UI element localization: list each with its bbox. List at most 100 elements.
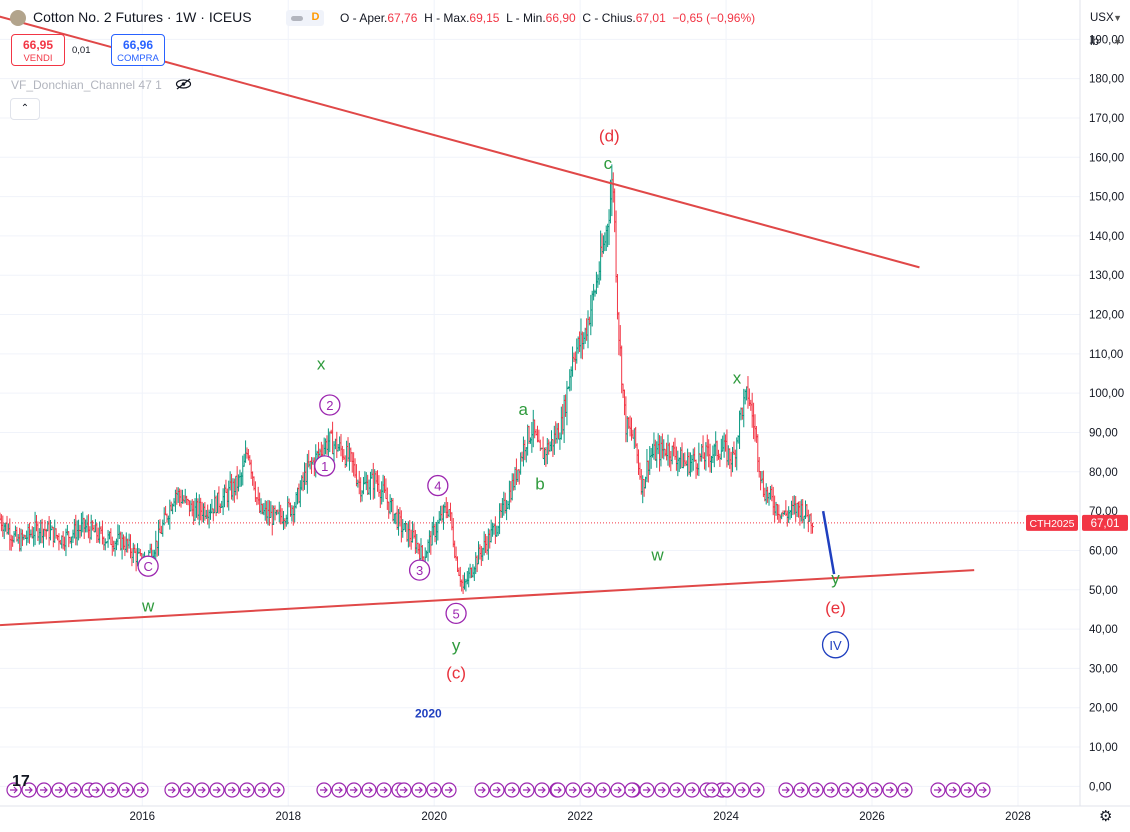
open-label: O - Aper. [340,11,388,25]
symbol-title[interactable]: Cotton No. 2 Futures · 1W · ICEUS [33,9,252,25]
settings-gear-icon[interactable]: ⚙ [1099,808,1113,825]
y-tick-label: 10,00 [1089,742,1118,754]
y-tick-label: 110,00 [1089,349,1123,361]
wave-circle [427,474,449,497]
wave-label: 4 [434,479,441,494]
open-value: 67,76 [387,11,418,25]
sell-price: 66,95 [22,38,54,52]
last-price-tag: CTH2025 67,01 [1026,514,1128,531]
wave-label: y [452,636,461,655]
wave-label: C [143,559,152,574]
event-arrow-icon [228,786,236,794]
x-tick-label: 2028 [1005,811,1031,823]
event-arrow-icon [856,786,864,794]
y-tick-label: 170,00 [1089,113,1124,125]
x-tick-label: 2018 [275,811,301,823]
event-arrow-icon [901,786,909,794]
wave-label: x [317,355,326,374]
tradingview-logo-icon[interactable]: 17 [12,773,30,790]
event-arrow-icon [70,786,78,794]
wave-label: 5 [452,606,459,621]
visibility-toggle[interactable]: D [286,10,324,26]
event-arrow-icon [493,786,501,794]
event-arrow-icon [430,786,438,794]
y-tick-label: 120,00 [1089,310,1124,322]
y-tick-label: 190,00 [1089,34,1124,46]
trendline [0,569,975,627]
event-arrow-icon [122,786,130,794]
event-arrow-icon [569,786,577,794]
trendlines [0,15,975,627]
event-arrow-icon [753,786,761,794]
wave-label: IV [829,638,842,653]
event-arrow-icon [380,786,388,794]
unit-value: lb [1090,36,1099,48]
event-arrow-icon [10,786,18,794]
y-tick-label: 20,00 [1089,703,1118,715]
event-arrow-icon [350,786,358,794]
hidden-eye-icon[interactable] [175,78,192,90]
x-tick-label: 2022 [567,811,593,823]
indicator-name[interactable]: VF_Donchian_Channel 47 1 [11,78,162,92]
y-tick-label: 30,00 [1089,663,1118,675]
wave-circle [137,555,159,577]
event-arrow-icon [213,786,221,794]
event-arrow-icon [797,786,805,794]
event-arrow-icon [964,786,972,794]
event-arrow-icon [886,786,894,794]
y-tick-label: 80,00 [1089,467,1118,479]
event-arrow-icon [40,786,48,794]
y-tick-label: 150,00 [1089,192,1124,204]
event-arrow-icon [949,786,957,794]
chevron-down-icon: ▼ [1113,13,1122,23]
last-price-box [1082,514,1128,531]
high-value: 69,15 [469,11,500,25]
event-arrow-icon [688,786,696,794]
wave-label: 2020 [415,707,442,721]
eye-icon[interactable] [291,16,303,21]
x-tick-label: 2024 [713,811,739,823]
event-arrow-icon [871,786,879,794]
event-arrow-icon [92,786,100,794]
y-tick-label: 40,00 [1089,624,1118,636]
event-arrow-icon [658,786,666,794]
wave-label: b [535,475,544,494]
currency-selector[interactable]: USX ▼ [1084,7,1128,29]
event-arrow-icon [708,786,716,794]
low-label: L - Min. [506,11,546,25]
y-tick-label: 180,00 [1089,74,1124,86]
event-arrow-icon [523,786,531,794]
wave-label: c [604,154,613,173]
sell-button[interactable]: 66,95 VENDI [11,34,65,66]
event-arrow-icon [198,786,206,794]
wave-label: y [831,569,840,588]
chart-grid [0,0,1080,806]
delayed-data-badge[interactable]: D [311,11,320,23]
event-arrow-icon [320,786,328,794]
collapse-chevron-icon[interactable]: ⌃ [10,98,40,120]
wave-circle [314,455,336,477]
close-value: 67,01 [635,11,666,25]
event-arrow-icon [842,786,850,794]
wave-circle [408,559,431,581]
x-tick-label: 2016 [130,811,156,823]
unit-selector[interactable]: lb ▼ [1084,31,1128,53]
symbol-tag [1026,514,1078,531]
y-tick-label: 90,00 [1089,427,1118,439]
event-arrow-icon [273,786,281,794]
wave-label: 1 [321,459,328,474]
sell-label: VENDI [23,53,53,64]
x-axis: 2016 2018 2020 2022 2024 2026 2028 [130,811,1031,823]
events-row [6,782,991,798]
buy-button[interactable]: 66,96 COMPRA [111,34,165,66]
event-arrow-icon [243,786,251,794]
wave-circle [821,631,850,659]
wave-circle [319,394,341,416]
event-arrow-icon [25,786,33,794]
buy-price: 66,96 [122,38,154,52]
event-arrow-icon [554,786,562,794]
event-arrow-icon [445,786,453,794]
y-tick-label: 100,00 [1089,388,1124,400]
event-arrow-icon [934,786,942,794]
